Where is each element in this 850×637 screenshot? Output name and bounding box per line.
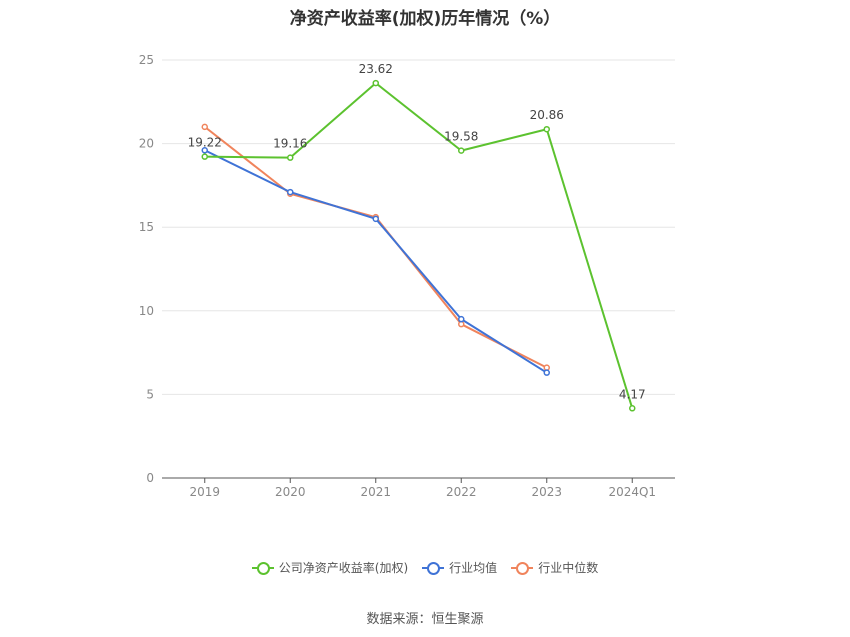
legend-item[interactable]: 行业中位数 bbox=[511, 559, 598, 576]
legend-label: 行业中位数 bbox=[538, 561, 599, 575]
data-label: 19.16 bbox=[273, 137, 307, 151]
y-tick-label: 5 bbox=[146, 387, 154, 401]
series-line bbox=[204, 149, 548, 374]
grid-lines bbox=[162, 59, 675, 395]
data-point bbox=[543, 369, 550, 376]
data-label: 23.62 bbox=[359, 62, 393, 76]
axes: 0 5 10 15 20 25 2019 2020 2021 2022 2023 2024Q1 bbox=[139, 53, 675, 499]
legend-marker-icon bbox=[251, 561, 274, 575]
series-line bbox=[204, 126, 548, 369]
data-label: 4.17 bbox=[619, 387, 646, 401]
data-point bbox=[543, 125, 550, 133]
series-group bbox=[201, 79, 636, 412]
data-point bbox=[543, 364, 550, 371]
data-point bbox=[458, 147, 465, 154]
data-point bbox=[629, 405, 636, 412]
y-tick-label: 25 bbox=[139, 53, 154, 67]
data-point bbox=[201, 123, 208, 131]
data-point bbox=[372, 79, 379, 87]
legend-item[interactable]: 公司净资产收益率(加权) bbox=[251, 559, 409, 576]
x-tick-label: 2024Q1 bbox=[608, 485, 656, 499]
legend-label: 公司净资产收益率(加权) bbox=[278, 561, 409, 575]
x-tick-label: 2021 bbox=[360, 485, 391, 499]
y-tick-label: 0 bbox=[146, 471, 154, 485]
data-point bbox=[372, 215, 379, 223]
series-line bbox=[204, 82, 634, 409]
y-tick-label: 10 bbox=[139, 304, 154, 318]
data-label: 20.86 bbox=[530, 108, 564, 122]
data-point bbox=[201, 147, 208, 154]
data-point bbox=[287, 188, 294, 196]
legend-marker-icon bbox=[511, 561, 534, 575]
legend-label: 行业均值 bbox=[449, 561, 498, 575]
y-tick-label: 20 bbox=[139, 137, 154, 151]
data-point bbox=[458, 315, 465, 323]
chart-title: 净资产收益率(加权)历年情况（%） bbox=[289, 9, 561, 29]
x-tick-label: 2020 bbox=[275, 485, 306, 499]
legend-item[interactable]: 行业均值 bbox=[422, 559, 497, 576]
y-tick-label: 15 bbox=[139, 220, 154, 234]
x-tick-label: 2022 bbox=[446, 485, 477, 499]
legend: 公司净资产收益率(加权) 行业均值 行业中位数 bbox=[0, 559, 850, 576]
x-tick-label: 2019 bbox=[189, 485, 220, 499]
data-label: 19.22 bbox=[188, 136, 222, 150]
data-point bbox=[287, 154, 294, 161]
legend-marker-icon bbox=[422, 561, 445, 575]
data-point bbox=[201, 153, 208, 160]
data-point bbox=[458, 320, 465, 328]
data-labels: 19.22 19.16 23.62 19.58 20.86 4.17 bbox=[188, 62, 646, 401]
data-label: 19.58 bbox=[444, 130, 478, 144]
source-note: 数据来源：恒生聚源 bbox=[366, 612, 484, 627]
x-tick-label: 2023 bbox=[531, 485, 562, 499]
